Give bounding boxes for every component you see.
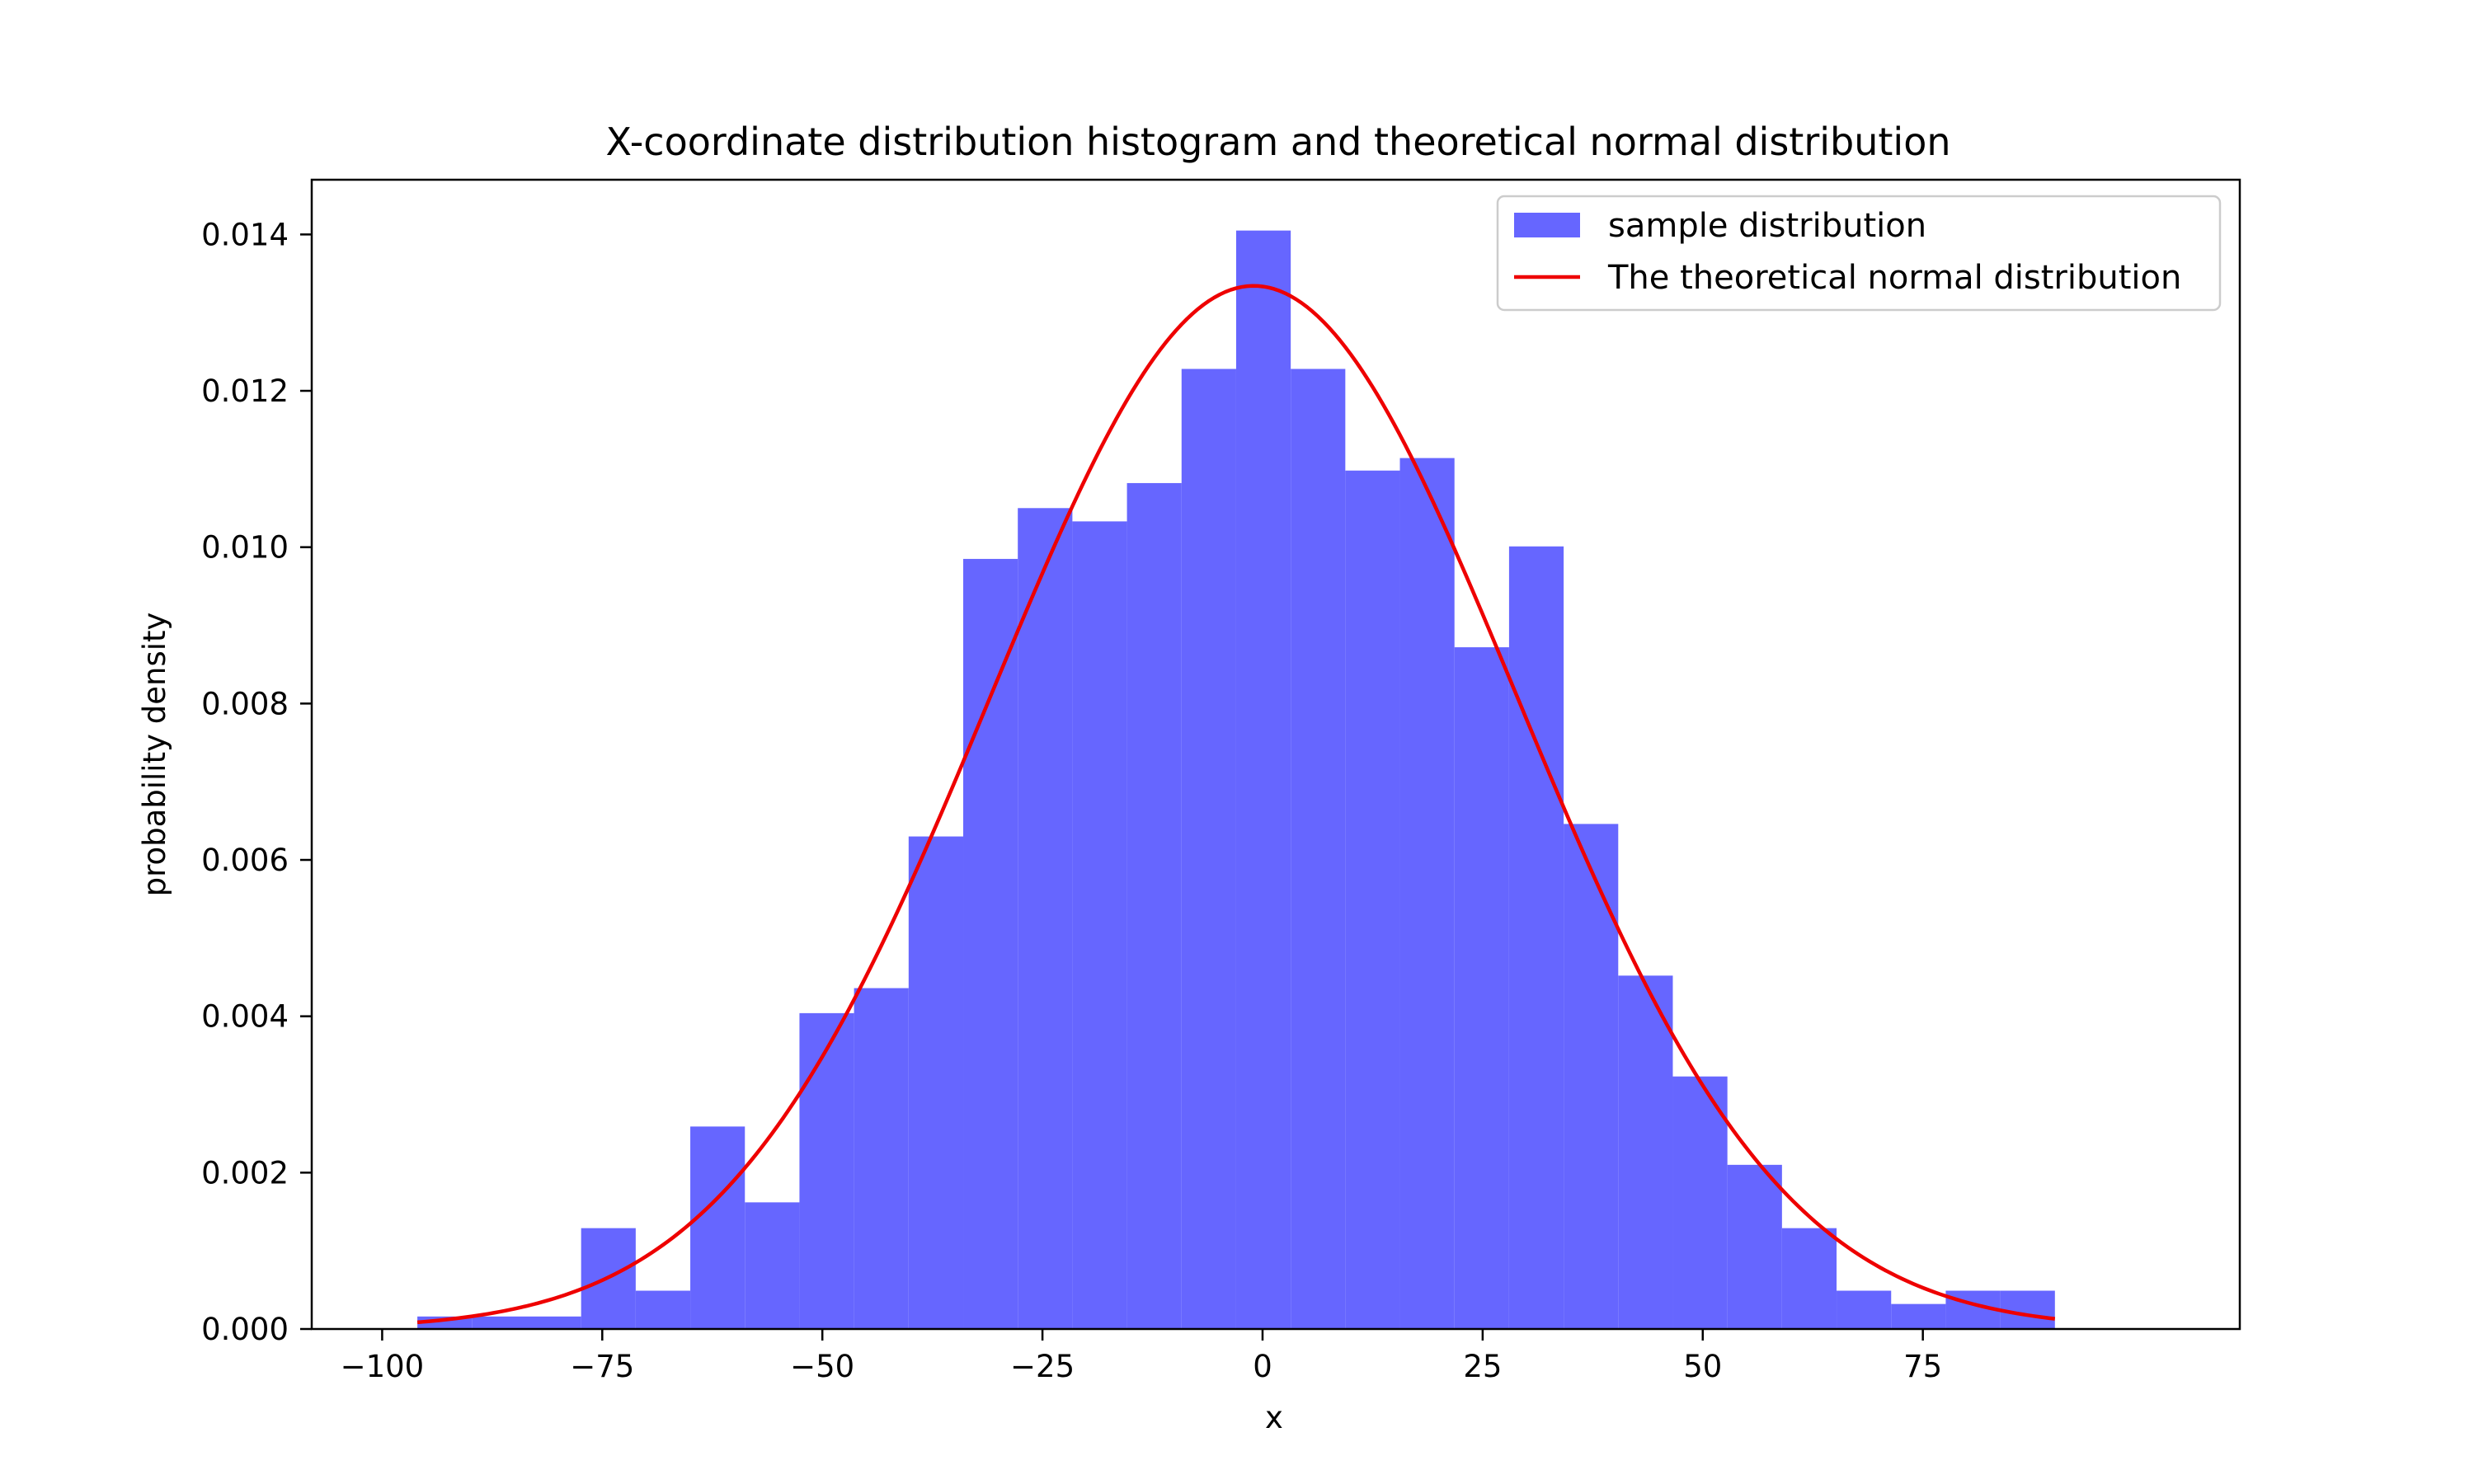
y-axis-ticks: 0.000 0.002 0.004 0.006 0.008 0.010 0.012 0.014	[201, 217, 312, 1347]
histogram-bar-12	[1072, 521, 1127, 1329]
histogram-bar-20	[1508, 546, 1564, 1329]
histogram-bar-8	[854, 988, 909, 1329]
y-tick-label-0: 0.000	[201, 1312, 289, 1347]
y-tick-label-7: 0.014	[201, 217, 289, 252]
y-tick-label-1: 0.002	[201, 1155, 289, 1190]
histogram-bar-10	[963, 558, 1018, 1329]
histogram-bar-6	[745, 1202, 800, 1329]
histogram-bar-22	[1618, 975, 1673, 1329]
histogram-bar-25	[1781, 1228, 1837, 1329]
y-tick-label-4: 0.008	[201, 686, 289, 721]
histogram-bar-13	[1126, 482, 1182, 1329]
histogram-bar-26	[1837, 1290, 1892, 1329]
x-axis-label: x	[1265, 1400, 1283, 1435]
x-tick-label-0: −100	[341, 1349, 425, 1384]
histogram-bar-11	[1018, 508, 1073, 1329]
histogram-bars	[417, 230, 2055, 1330]
histogram-bar-2	[526, 1316, 581, 1329]
histogram-bar-21	[1564, 824, 1619, 1329]
histogram-bar-4	[635, 1290, 691, 1329]
x-axis-ticks: −100 −75 −50 −25 0 25 50 75	[341, 1329, 1942, 1384]
y-tick-label-5: 0.010	[201, 530, 289, 566]
legend-swatch-histogram	[1514, 213, 1580, 237]
x-tick-label-7: 75	[1903, 1349, 1942, 1384]
normal-curve-group	[416, 284, 2056, 1325]
y-axis-label: probability density	[137, 613, 172, 897]
chart-title: X-coordinate distribution histogram and …	[605, 120, 1950, 164]
y-tick-label-2: 0.004	[201, 999, 289, 1035]
histogram-bar-14	[1181, 369, 1236, 1330]
histogram-bar-15	[1235, 230, 1291, 1330]
histogram-bar-17	[1345, 470, 1400, 1329]
legend-label-histogram: sample distribution	[1608, 207, 1926, 245]
y-tick-label-3: 0.006	[201, 843, 289, 878]
x-tick-label-4: 0	[1253, 1349, 1272, 1384]
histogram-bar-27	[1891, 1303, 1946, 1329]
y-tick-label-6: 0.012	[201, 373, 289, 409]
x-tick-label-2: −50	[790, 1349, 854, 1384]
histogram-bar-5	[690, 1126, 745, 1329]
histogram-bar-18	[1399, 458, 1455, 1330]
x-tick-label-1: −75	[570, 1349, 634, 1384]
histogram-bar-19	[1454, 647, 1509, 1329]
histogram-bar-9	[908, 836, 964, 1329]
histogram-bar-23	[1672, 1076, 1728, 1329]
x-tick-label-6: 50	[1683, 1349, 1722, 1384]
x-tick-label-3: −25	[1010, 1349, 1075, 1384]
x-tick-label-5: 25	[1463, 1349, 1502, 1384]
normal-curve-line	[416, 284, 2056, 1325]
histogram-bar-16	[1291, 369, 1346, 1330]
legend-box	[1496, 195, 2222, 312]
legend: sample distribution The theoretical norm…	[1496, 195, 2222, 312]
plot-frame	[310, 178, 2241, 1331]
histogram-bar-24	[1727, 1164, 1782, 1329]
histogram-bar-7	[799, 1012, 854, 1329]
legend-label-normal-curve: The theoretical normal distribution	[1607, 259, 2181, 297]
histogram-bar-29	[2000, 1290, 2055, 1329]
histogram-bar-1	[472, 1316, 527, 1329]
